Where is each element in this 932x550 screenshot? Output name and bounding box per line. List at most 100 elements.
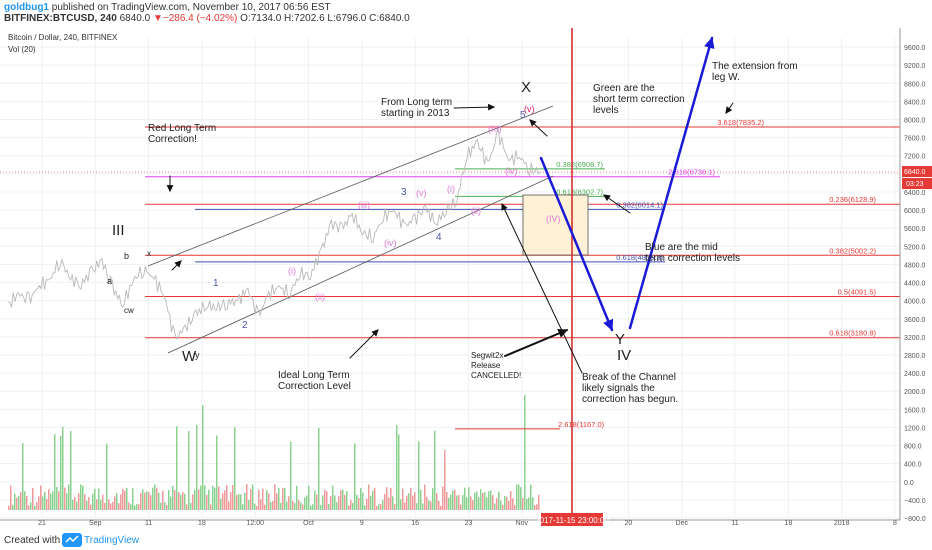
volume-bar	[322, 495, 324, 510]
last-price-badge	[902, 166, 932, 178]
volume-bar	[456, 495, 458, 510]
tradingview-link[interactable]: TradingView	[84, 535, 140, 546]
volume-bar	[74, 496, 76, 510]
volume-bar	[364, 505, 366, 510]
volume-bar	[526, 498, 528, 510]
wave-label: (III)	[488, 124, 502, 134]
volume-bar	[56, 486, 58, 510]
volume-bar	[452, 490, 454, 510]
mid-term-arrow-head	[603, 194, 611, 202]
volume-bar	[122, 488, 124, 510]
volume-bar	[94, 488, 96, 510]
volume-bar	[424, 484, 426, 510]
volume-bar	[394, 503, 396, 510]
volume-bar	[84, 494, 86, 510]
volume-bar	[162, 490, 164, 510]
fib-level-label: 3.618(7835.2)	[717, 118, 764, 127]
volume-bar	[368, 484, 370, 510]
volume-bar	[238, 494, 240, 510]
volume-bar	[246, 484, 248, 510]
down-arrow-icon: ▼	[152, 13, 163, 24]
volume-bar	[334, 495, 336, 510]
y-tick-label: −800.0	[904, 516, 926, 523]
volume-bar	[274, 484, 276, 510]
volume-bar	[46, 498, 48, 510]
volume-bar	[480, 489, 482, 510]
x-small-arrow-head	[174, 260, 182, 268]
volume-bar	[436, 492, 438, 510]
volume-bar	[194, 489, 196, 510]
volume-bar	[474, 492, 476, 510]
ideal-level-arrow	[349, 329, 379, 359]
volume-bar	[520, 487, 522, 510]
wave-label: a	[107, 276, 112, 286]
author-name[interactable]: goldbug1	[4, 2, 49, 13]
volume-bar	[76, 501, 78, 510]
volume-bar	[32, 487, 34, 510]
volume-bar	[532, 497, 534, 510]
y-tick-label: 2000.0	[904, 389, 926, 396]
x-tick-label: 21	[38, 520, 46, 527]
volume-bar	[398, 434, 400, 510]
fib-level-label: 0.5(4091.5)	[838, 287, 877, 296]
volume-bar	[16, 497, 18, 510]
volume-bar	[98, 488, 100, 510]
volume-bar	[112, 501, 114, 510]
volume-bar	[382, 499, 384, 510]
volume-bar	[400, 499, 402, 510]
volume-bar	[528, 497, 530, 510]
volume-bar	[430, 501, 432, 510]
x-tick-label: 8	[893, 520, 897, 527]
volume-bar	[444, 450, 446, 510]
volume-bar	[266, 489, 268, 510]
volume-bar	[126, 487, 128, 510]
volume-bar	[484, 492, 486, 510]
volume-bar	[396, 425, 398, 510]
volume-bar	[24, 491, 26, 510]
volume-bar	[370, 495, 372, 510]
volume-bar	[506, 496, 508, 510]
wave-label: 3	[401, 187, 407, 198]
volume-bar	[72, 499, 74, 510]
volume-bar	[508, 500, 510, 510]
volume-bar	[296, 485, 298, 510]
volume-bar	[372, 490, 374, 510]
volume-bar	[220, 498, 222, 510]
symbol-label: BITFINEX:BTCUSD, 240	[4, 13, 117, 24]
volume-bar	[128, 502, 130, 510]
price-series	[7, 127, 541, 340]
volume-bar	[374, 487, 376, 510]
volume-bar	[320, 504, 322, 510]
volume-bar	[514, 505, 516, 510]
volume-bar	[492, 495, 494, 510]
volume-bar	[64, 487, 66, 510]
y-tick-label: 9600.0	[904, 45, 926, 52]
volume-bar	[140, 492, 142, 510]
volume-bar	[226, 485, 228, 510]
volume-bar	[402, 488, 404, 510]
volume-bar	[498, 491, 500, 510]
volume-bar	[102, 494, 104, 510]
volume-bar	[176, 426, 178, 510]
volume-bar	[466, 497, 468, 510]
y-tick-label: 8000.0	[904, 118, 926, 125]
wave-label: (v)	[416, 188, 427, 198]
price-chart[interactable]: 3.618(7835.2) 2.618(6736.1) 0.236(6128.9) 0…	[0, 28, 932, 528]
volume-bar	[136, 504, 138, 510]
volume-bar	[118, 503, 120, 510]
volume-bar	[208, 489, 210, 510]
volume-bar	[450, 494, 452, 510]
volume-bar	[302, 504, 304, 510]
volume-bar	[358, 497, 360, 510]
wave-label: b	[124, 251, 129, 261]
volume-bar	[10, 485, 12, 510]
volume-bar	[210, 504, 212, 510]
volume-bar	[288, 496, 290, 510]
wave-label: (i)	[288, 266, 296, 276]
volume-bar	[426, 496, 428, 510]
volume-bar	[524, 395, 526, 510]
y-tick-label: 4000.0	[904, 299, 926, 306]
annotation-text: levels	[593, 105, 619, 116]
volume-bar	[198, 489, 200, 510]
volume-bar	[310, 505, 312, 510]
